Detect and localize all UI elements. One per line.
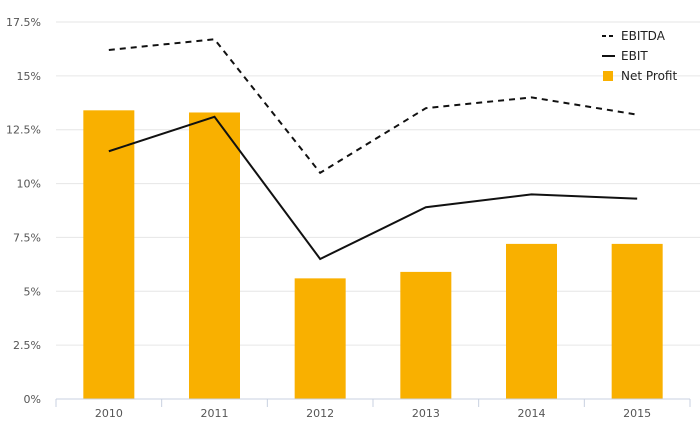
y-tick-label: 0% (24, 393, 41, 406)
legend-swatch-net-profit (603, 71, 613, 81)
line-ebitda (108, 38, 638, 175)
bar-series-net-profit (83, 110, 663, 399)
y-tick-label: 7.5% (13, 231, 41, 244)
y-tick-label: 17.5% (6, 16, 41, 29)
x-tick-label: 2014 (518, 407, 546, 420)
y-axis: 0% 2.5% 5% 7.5% 10% 12.5% 15% 17.5% (6, 16, 41, 406)
bar-net-profit (506, 243, 557, 399)
line-series (108, 38, 638, 261)
y-tick-label: 5% (24, 285, 41, 298)
bar-net-profit (189, 112, 240, 399)
bar-net-profit (83, 110, 135, 399)
x-tick-label: 2011 (201, 407, 229, 420)
bar-net-profit (400, 271, 452, 399)
legend: EBITDA EBIT Net Profit (602, 29, 677, 83)
legend-label: Net Profit (621, 69, 677, 83)
bar-net-profit (294, 278, 346, 399)
x-tick-label: 2013 (412, 407, 440, 420)
line-ebit (108, 115, 638, 261)
y-tick-label: 15% (17, 70, 41, 83)
legend-label: EBITDA (621, 29, 666, 43)
x-tick-label: 2015 (623, 407, 651, 420)
legend-label: EBIT (621, 49, 648, 63)
gridlines (56, 21, 700, 346)
y-tick-label: 10% (17, 178, 41, 191)
y-tick-label: 12.5% (6, 124, 41, 137)
x-tick-label: 2012 (306, 407, 334, 420)
x-tick-label: 2010 (95, 407, 123, 420)
x-axis: 2010 2011 2012 2013 2014 2015 (55, 398, 691, 420)
bar-net-profit (611, 243, 663, 399)
y-tick-label: 2.5% (13, 339, 41, 352)
